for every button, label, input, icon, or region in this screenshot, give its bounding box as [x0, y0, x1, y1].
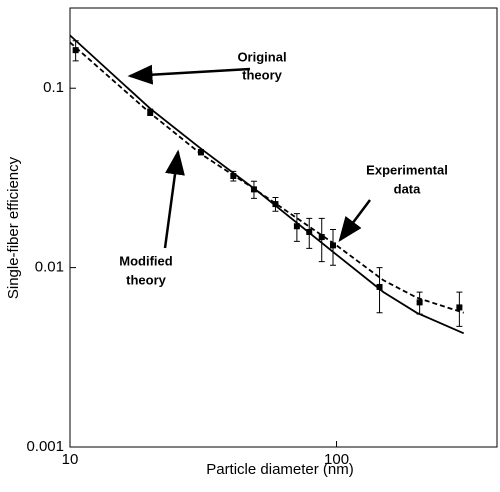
data-point — [293, 223, 300, 230]
annotation: Original — [237, 49, 286, 64]
data-point — [197, 149, 204, 156]
arrow — [338, 199, 371, 242]
y-tick-label: 0.001 — [26, 438, 64, 455]
data-point — [306, 228, 313, 235]
annotation: data — [394, 181, 422, 196]
data-point — [272, 201, 279, 208]
data-point — [376, 283, 383, 290]
theory-line — [69, 41, 464, 314]
data-point — [250, 186, 257, 193]
data-point — [456, 304, 463, 311]
data-point — [230, 173, 237, 180]
annotation: theory — [126, 272, 167, 287]
error-bar — [376, 267, 383, 314]
data-point — [72, 47, 79, 54]
y-tick-label: 0.01 — [35, 259, 64, 276]
data-point — [318, 234, 325, 241]
plot-frame — [69, 7, 498, 448]
annotation: theory — [242, 67, 283, 82]
data-point — [330, 242, 337, 249]
annotation: Experimental — [366, 162, 448, 177]
arrow — [163, 149, 185, 249]
data-point — [416, 299, 423, 306]
data-point — [147, 109, 154, 116]
arrow — [127, 64, 251, 85]
y-axis-label: Single-fiber efficiency — [5, 156, 22, 299]
y-tick-label: 0.1 — [43, 79, 64, 96]
annotation: Modified — [119, 253, 172, 268]
x-tick-label: 10 — [62, 451, 79, 468]
x-axis-label: Particle diameter (nm) — [206, 461, 354, 478]
x-tick-label: 100 — [324, 451, 349, 468]
